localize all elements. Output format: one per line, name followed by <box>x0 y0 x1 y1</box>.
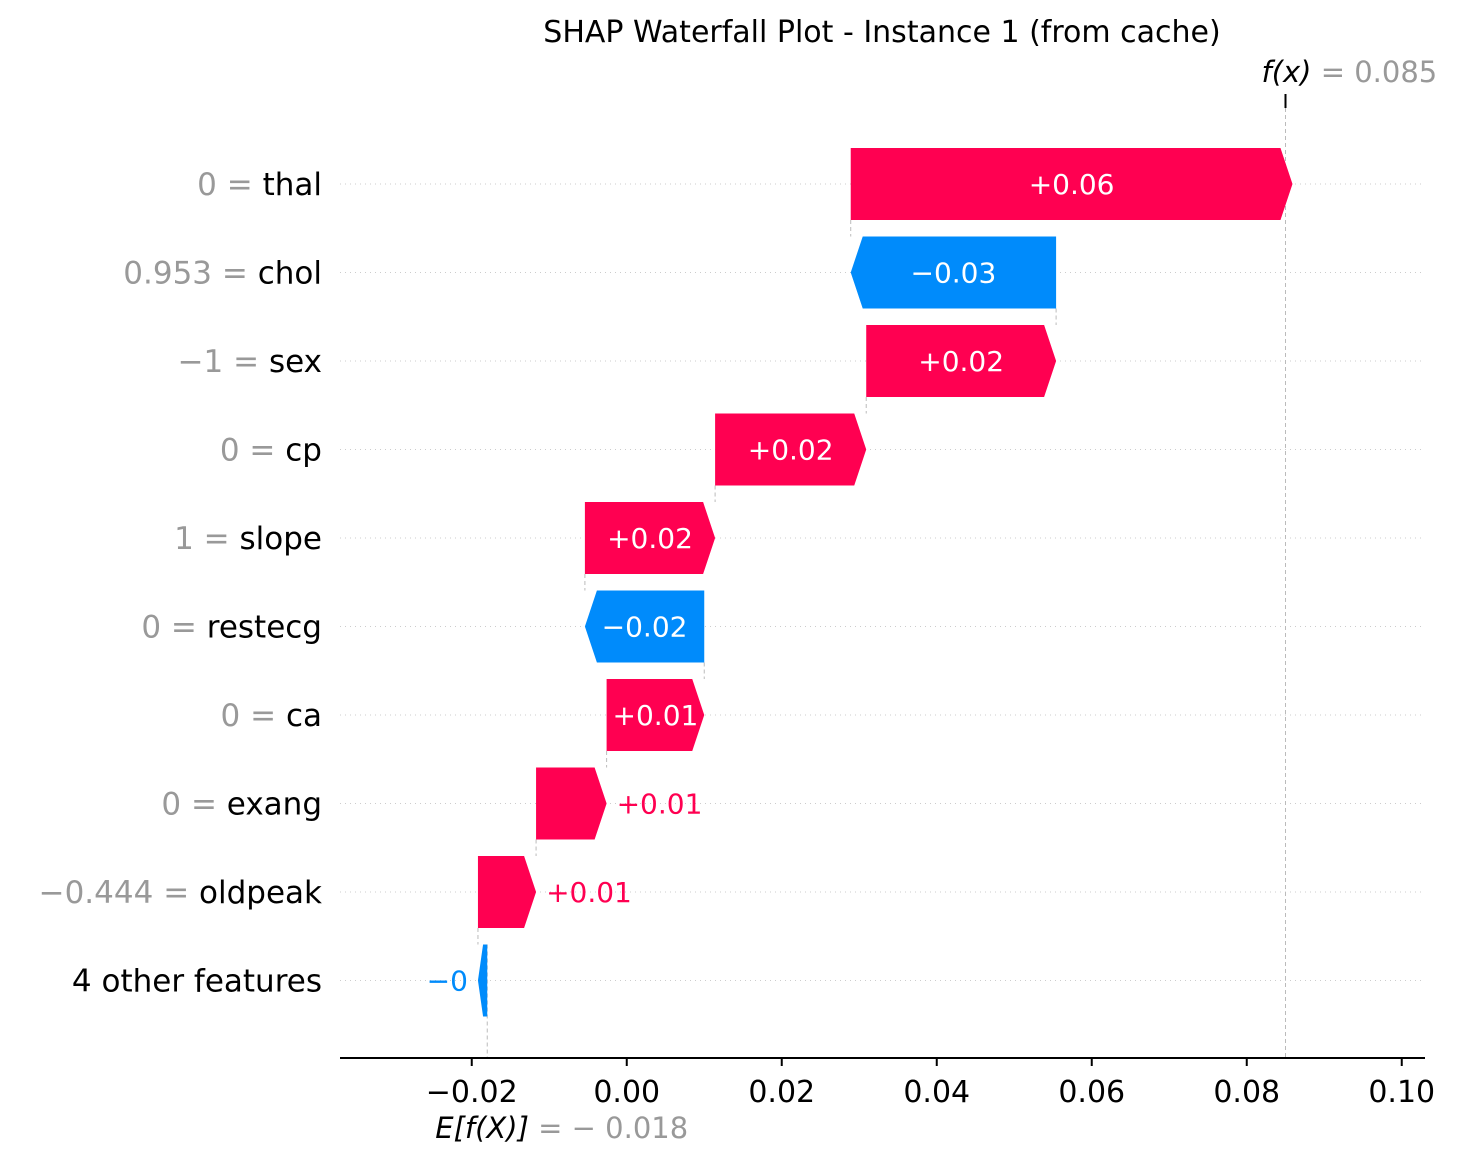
feature-labels: 0 = thal 0.953 = chol −1 = sex 0 = cp 1 = sl… <box>39 167 322 1000</box>
feature-name: restecg <box>207 610 322 646</box>
chart-title: SHAP Waterfall Plot - Instance 1 (from c… <box>543 15 1220 50</box>
ex-annotation: E[f(X)] = − 0.018 <box>435 1111 688 1145</box>
feature-value: 0.953 <box>123 256 212 292</box>
feature-value: 1 <box>174 521 194 557</box>
feature-name: thal <box>263 167 322 203</box>
feature-label: 0 = thal <box>197 167 322 203</box>
bar-value-label: +0.06 <box>1029 168 1115 201</box>
feature-name: slope <box>240 521 322 557</box>
bar-slope <box>584 502 716 574</box>
fx-value: = 0.085 <box>1312 55 1438 89</box>
bar-value-label: −0.02 <box>602 611 688 644</box>
feature-equals: = <box>161 610 207 646</box>
bar-value-label: +0.01 <box>613 699 699 732</box>
x-tick-label: 0.08 <box>1213 1075 1280 1110</box>
feature-value: 0 <box>141 610 161 646</box>
feature-value: 0 <box>161 787 181 823</box>
bar-4-other-features <box>477 944 488 1017</box>
feature-label: 4 other features <box>72 964 322 1000</box>
bar-value-label: −0 <box>427 965 468 998</box>
bar-ca <box>606 679 705 751</box>
x-tick-label: 0.00 <box>593 1075 660 1110</box>
feature-name: 4 other features <box>72 964 322 1000</box>
feature-name: chol <box>258 256 322 292</box>
bar-oldpeak <box>477 856 537 928</box>
ex-value: = − 0.018 <box>529 1111 688 1145</box>
bar-value-label: +0.01 <box>546 876 632 909</box>
bar-thal <box>850 148 1293 220</box>
feature-name: oldpeak <box>199 875 322 911</box>
x-tick-label: 0.04 <box>903 1075 970 1110</box>
x-axis: −0.02 0.00 0.02 0.04 0.06 0.08 0.10 <box>340 1057 1435 1110</box>
row-gridlines <box>340 183 1425 981</box>
bars: +0.06 −0.03 +0.02 +0.02 +0.02 −0.02 +0.01 +0.01… <box>427 148 1293 1017</box>
bar-value-label: +0.02 <box>748 434 834 467</box>
fx-label: f(x) <box>1262 55 1312 89</box>
feature-label: 1 = slope <box>174 521 322 557</box>
feature-value: 0 <box>197 167 217 203</box>
bar-chol <box>850 236 1057 309</box>
bar-value-label: +0.01 <box>617 788 703 821</box>
feature-label: 0 = ca <box>221 698 322 734</box>
x-tick-label: −0.02 <box>426 1075 518 1110</box>
bar-value-label: +0.02 <box>607 522 693 555</box>
feature-label: −1 = sex <box>178 344 322 380</box>
feature-name: sex <box>269 344 322 380</box>
ex-label: E[f(X)] <box>435 1111 529 1145</box>
bar-exang <box>536 767 607 840</box>
feature-equals: = <box>153 875 199 911</box>
fx-annotation: f(x) = 0.085 <box>1262 55 1438 89</box>
feature-label: 0 = cp <box>220 433 322 469</box>
annotations: f(x) = 0.085 E[f(X)] = − 0.018 <box>435 55 1437 1145</box>
feature-label: −0.444 = oldpeak <box>39 875 322 911</box>
feature-value: −0.444 <box>39 875 154 911</box>
feature-label: 0 = exang <box>161 787 322 823</box>
x-tick-label: 0.06 <box>1058 1075 1125 1110</box>
feature-equals: = <box>181 787 227 823</box>
feature-value: 0 <box>221 698 241 734</box>
feature-value: 0 <box>220 433 240 469</box>
feature-equals: = <box>217 167 263 203</box>
feature-label: 0.953 = chol <box>123 256 322 292</box>
feature-value: −1 <box>178 344 224 380</box>
bar-value-label: +0.02 <box>918 345 1004 378</box>
feature-equals: = <box>194 521 240 557</box>
x-tick-label: 0.02 <box>748 1075 815 1110</box>
bar-restecg <box>584 590 705 663</box>
feature-name: exang <box>227 787 322 823</box>
feature-equals: = <box>240 698 286 734</box>
feature-equals: = <box>223 344 269 380</box>
feature-name: ca <box>286 698 322 734</box>
bar-cp <box>715 413 867 486</box>
feature-label: 0 = restecg <box>141 610 322 646</box>
feature-name: cp <box>285 433 322 469</box>
feature-equals: = <box>212 256 258 292</box>
feature-equals: = <box>240 433 286 469</box>
bar-value-label: −0.03 <box>911 257 997 290</box>
x-tick-label: 0.10 <box>1368 1075 1435 1110</box>
bar-sex <box>866 325 1057 397</box>
